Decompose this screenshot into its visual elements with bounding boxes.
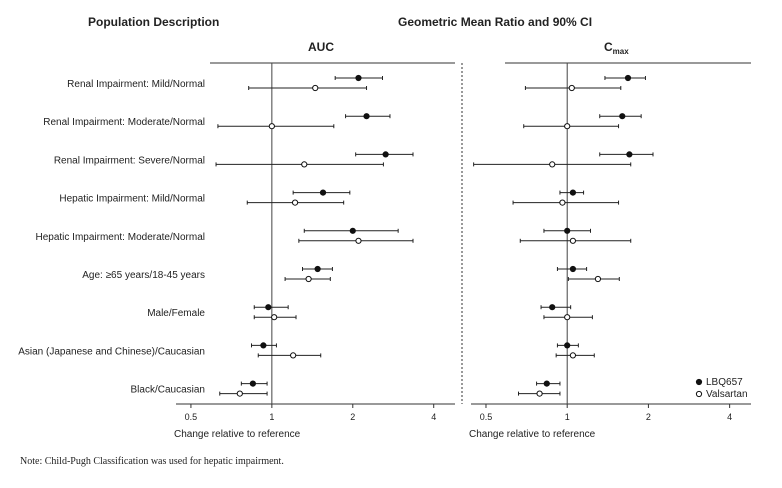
panel-auc: AUC 0.5 1 2 4 Change relative to reference: [174, 40, 455, 440]
row-label: Hepatic Impairment: Mild/Normal: [59, 194, 205, 205]
x-tick-label: 1: [269, 412, 274, 422]
lbq657-point: [626, 151, 633, 158]
lbq657-point: [349, 227, 356, 234]
valsartan-point: [290, 352, 297, 359]
panel-title-text: AUC: [308, 40, 334, 54]
x-tick-label: 2: [350, 412, 355, 422]
legend-marker-filled: [695, 378, 703, 386]
chart-title: Geometric Mean Ratio and 90% CI: [398, 15, 592, 29]
lbq657-point: [382, 151, 389, 158]
lbq657-point: [363, 113, 370, 120]
lbq657-point: [564, 342, 571, 349]
lbq657-point: [624, 74, 632, 82]
valsartan-point: [549, 161, 556, 168]
panel-title: AUC: [308, 40, 334, 54]
lbq657-point: [549, 304, 556, 311]
x-tick-label: 2: [646, 412, 651, 422]
row-label: Age: ≥65 years/18-45 years: [82, 270, 205, 281]
legend-label: LBQ657: [706, 377, 743, 388]
x-axis-label: Change relative to reference: [469, 429, 596, 440]
lbq657-point: [314, 265, 321, 273]
valsartan-point: [569, 352, 577, 359]
lbq657-point: [355, 74, 362, 82]
row-label: Asian (Japanese and Chinese)/Caucasian: [18, 346, 205, 357]
lbq657-point: [569, 189, 577, 196]
legend-label: Valsartan: [706, 389, 748, 400]
panel-cmax: Cmax 0.5 1 2 4 Change relative to reference: [469, 40, 751, 440]
panel-title: Cmax: [604, 40, 629, 56]
lbq657-point: [564, 227, 571, 234]
valsartan-point: [559, 199, 566, 206]
lbq657-point: [265, 304, 272, 311]
population-header: Population Description: [88, 15, 219, 29]
row-label: Black/Caucasian: [131, 385, 205, 396]
row-label: Male/Female: [147, 308, 205, 319]
x-tick-label: 4: [431, 412, 436, 422]
panel-title-text: C: [604, 40, 613, 54]
row-label: Renal Impairment: Moderate/Normal: [43, 117, 205, 128]
lbq657-point: [319, 189, 327, 196]
x-tick-label: 0.5: [480, 412, 493, 422]
valsartan-point: [305, 275, 312, 283]
footnote: Note: Child-Pugh Classification was used…: [20, 456, 284, 467]
valsartan-point: [536, 390, 543, 397]
row-labels: Renal Impairment: Mild/Normal Renal Impai…: [18, 79, 205, 396]
lbq657-point: [569, 265, 577, 273]
valsartan-point: [355, 237, 362, 244]
valsartan-point: [268, 123, 275, 130]
row-label: Renal Impairment: Severe/Normal: [54, 155, 205, 166]
valsartan-point: [312, 84, 319, 92]
valsartan-point: [568, 84, 575, 92]
lbq657-point: [249, 380, 256, 387]
legend-marker-open: [695, 390, 703, 398]
valsartan-point: [301, 161, 308, 168]
valsartan-point: [569, 237, 577, 244]
row-label: Renal Impairment: Mild/Normal: [67, 79, 205, 90]
panel-title-subscript: max: [613, 47, 630, 56]
x-tick-label: 0.5: [185, 412, 198, 422]
x-axis-label: Change relative to reference: [174, 429, 301, 440]
valsartan-point: [564, 123, 571, 130]
valsartan-point: [236, 390, 243, 397]
valsartan-point: [271, 314, 278, 321]
x-tick-label: 4: [727, 412, 732, 422]
lbq657-point: [543, 380, 550, 387]
lbq657-point: [260, 342, 267, 349]
x-tick-label: 1: [565, 412, 570, 422]
valsartan-point: [594, 275, 602, 283]
lbq657-point: [619, 113, 626, 120]
row-label: Hepatic Impairment: Moderate/Normal: [35, 232, 205, 243]
valsartan-point: [564, 314, 571, 321]
valsartan-point: [291, 199, 299, 206]
